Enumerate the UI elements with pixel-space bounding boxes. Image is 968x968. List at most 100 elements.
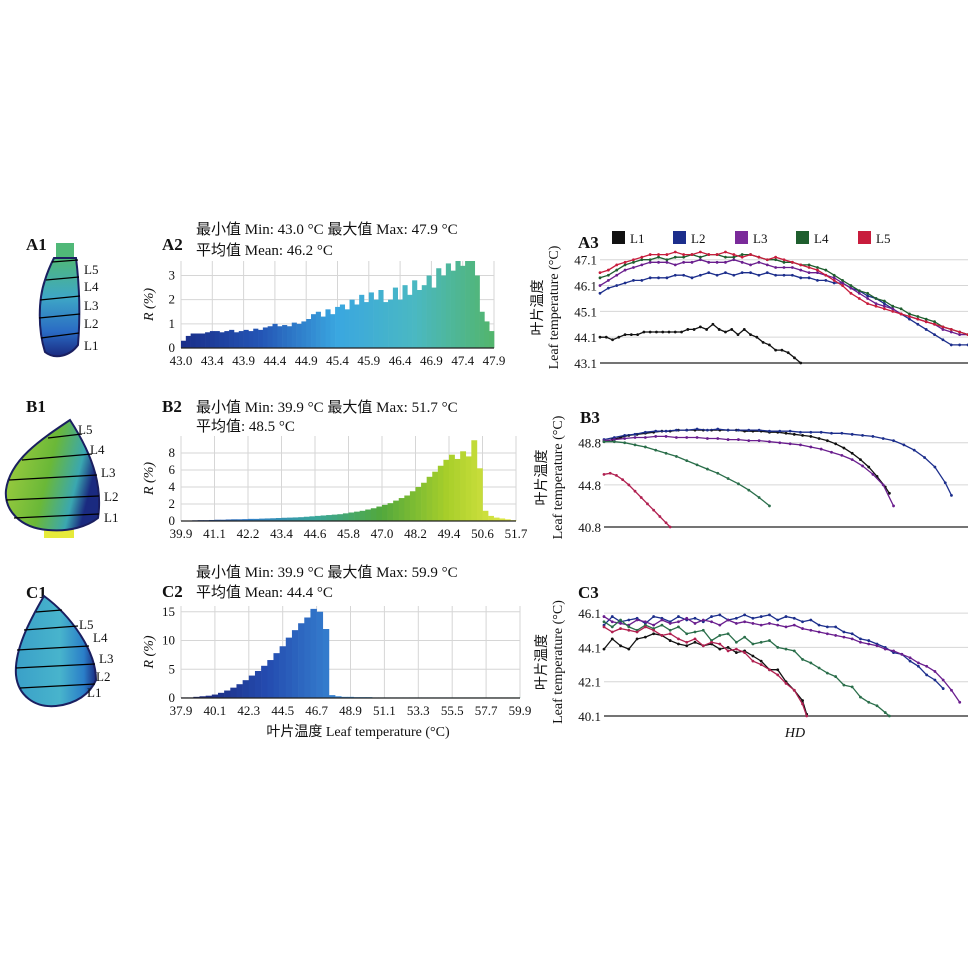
series-point-l5: [882, 307, 886, 311]
panel-b1: B1 L5 L4 L3 L2 L1: [4, 397, 118, 538]
x-tick-label: 44.6: [304, 526, 327, 541]
series-point-l3: [660, 618, 664, 622]
series-point-l5: [740, 255, 744, 259]
series-point-l2: [801, 620, 804, 624]
series-point-l1: [759, 659, 763, 663]
series-point-l3: [747, 439, 751, 443]
y-tick-label: 3: [169, 268, 176, 283]
series-point-l2: [652, 615, 656, 618]
series-point-l4: [866, 291, 870, 295]
x-tick-label: 55.5: [441, 703, 464, 718]
series-point-l4: [776, 646, 780, 649]
x-tick-label: 59.9: [509, 703, 532, 718]
histogram-bar: [388, 299, 394, 348]
panel-label-a1: A1: [26, 235, 47, 254]
series-point-l4: [632, 260, 635, 264]
leaf-b1-label-l1: L1: [104, 510, 118, 525]
x-tick-label: 46.4: [389, 353, 412, 368]
hist-c2-stats-line1: 最小值 Min: 39.9 °C 最大值 Max: 59.9 °C: [196, 564, 458, 581]
series-point-l3: [958, 700, 962, 704]
series-point-l4: [627, 625, 631, 629]
series-point-l3: [861, 464, 864, 468]
series-point-l1: [652, 632, 656, 636]
leaf-b1-label-l3: L3: [101, 465, 115, 480]
series-point-l1: [749, 333, 752, 337]
series-point-l2: [610, 615, 614, 618]
histogram-bar: [253, 518, 260, 521]
x-tick-label: 47.4: [451, 353, 474, 368]
series-point-l4: [648, 258, 652, 262]
x-tick-label: 43.0: [170, 353, 193, 368]
series-point-l1: [718, 647, 722, 651]
series-point-l5: [799, 263, 803, 267]
histogram-bar: [449, 454, 455, 521]
series-point-l4: [841, 278, 844, 282]
x-tick-label: 37.9: [170, 703, 193, 718]
y-tick-label: 42.1: [578, 675, 601, 690]
series-point-l2: [706, 428, 709, 432]
histogram-b2: 最小值 Min: 39.9 °C 最大值 Max: 51.7 °C 平均值: 4…: [142, 397, 528, 541]
histogram-bar: [304, 617, 311, 698]
histogram-bar: [264, 518, 271, 521]
series-point-l2: [941, 338, 945, 342]
histogram-bar: [275, 518, 282, 521]
histogram-bar: [254, 670, 262, 698]
histogram-bar: [359, 294, 365, 348]
series-point-l2: [685, 428, 689, 432]
series-point-l5: [658, 515, 662, 518]
series-point-l5: [715, 253, 719, 256]
series-point-l2: [747, 428, 751, 432]
series-point-l2: [866, 294, 870, 298]
series-point-l2: [799, 276, 803, 280]
series-point-l2: [648, 276, 652, 280]
series-point-l4: [718, 634, 722, 637]
series-point-l5: [743, 651, 747, 654]
x-tick-label: 57.7: [475, 703, 498, 718]
series-point-l5: [682, 253, 686, 256]
hist-a2-stats-line2: 平均值 Mean: 46.2 °C: [196, 242, 333, 259]
series-point-l2: [776, 618, 780, 622]
series-point-l3: [788, 442, 792, 446]
y-tick-label: 45.1: [574, 304, 597, 319]
y-tick-label: 46.1: [574, 279, 597, 294]
series-point-l4: [933, 320, 936, 324]
series-point-l2: [627, 618, 631, 622]
histogram-bar: [376, 506, 383, 521]
series-point-l2: [657, 276, 660, 280]
panel-label-a2: A2: [162, 235, 183, 254]
series-point-l1: [834, 442, 838, 446]
series-point-l2: [768, 429, 771, 433]
series-point-l3: [809, 628, 813, 632]
histogram-bar: [267, 660, 274, 698]
series-point-l5: [640, 255, 644, 259]
histogram-bar: [337, 514, 344, 521]
series-point-l3: [665, 260, 669, 264]
histogram-bar: [233, 332, 240, 348]
series-point-l3: [949, 330, 953, 334]
series-point-l5: [759, 663, 763, 666]
series-point-l3: [892, 504, 895, 508]
series-point-l5: [615, 263, 619, 267]
histogram-bar: [230, 687, 237, 698]
series-point-l4: [640, 258, 644, 262]
histogram-bar: [225, 519, 232, 521]
series-point-l5: [768, 668, 771, 672]
series-point-l2: [698, 273, 702, 277]
x-tick-label: 44.5: [271, 703, 294, 718]
histogram-bar: [242, 680, 250, 698]
histogram-bar: [482, 510, 489, 521]
series-point-l1: [755, 335, 759, 339]
series-point-l3: [648, 260, 652, 264]
leaf-a1-label-l4: L4: [84, 279, 99, 294]
series-point-l2: [673, 273, 677, 277]
series-point-l4: [732, 255, 736, 259]
series-line-l5: [603, 626, 808, 717]
y-tick-label: 0: [169, 690, 176, 705]
series-line-l1: [600, 323, 802, 364]
series-point-l3: [916, 661, 920, 665]
histogram-bar: [267, 326, 273, 348]
series-point-l5: [608, 471, 612, 475]
series-point-l1: [842, 446, 846, 450]
histogram-bar: [335, 696, 342, 698]
